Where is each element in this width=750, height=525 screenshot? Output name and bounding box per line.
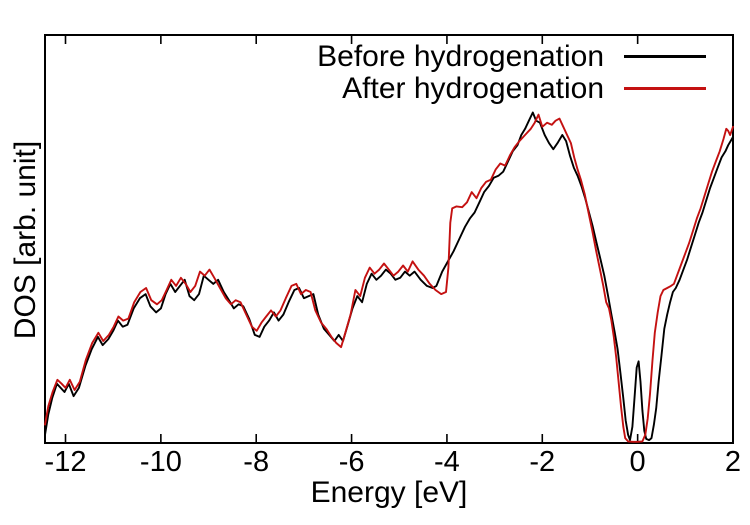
y-axis-label: DOS [arb. unit] <box>9 140 42 340</box>
x-tick-label--10: -10 <box>139 446 182 478</box>
curve-before-hydrogenation <box>44 111 734 442</box>
legend-item-after: After hydrogenation <box>317 73 706 104</box>
legend-line-black <box>624 55 706 58</box>
x-tick-label-0: 0 <box>629 446 646 478</box>
curve-after-hydrogenation <box>44 113 734 443</box>
legend-label-before: Before hydrogenation <box>317 40 604 73</box>
legend-item-before: Before hydrogenation <box>317 41 706 72</box>
x-tick-label-2: 2 <box>724 446 742 478</box>
x-tick-label--2: -2 <box>529 446 556 478</box>
x-tick-label--6: -6 <box>338 446 365 478</box>
legend-line-red <box>624 87 706 90</box>
legend: Before hydrogenation After hydrogenation <box>317 41 706 104</box>
plot-frame <box>44 34 734 444</box>
x-tick-label--8: -8 <box>243 446 270 478</box>
x-axis-label: Energy [eV] <box>310 476 468 509</box>
x-tick-label--12: -12 <box>44 446 87 478</box>
x-tick-label--4: -4 <box>433 446 460 478</box>
legend-label-after: After hydrogenation <box>342 72 604 105</box>
